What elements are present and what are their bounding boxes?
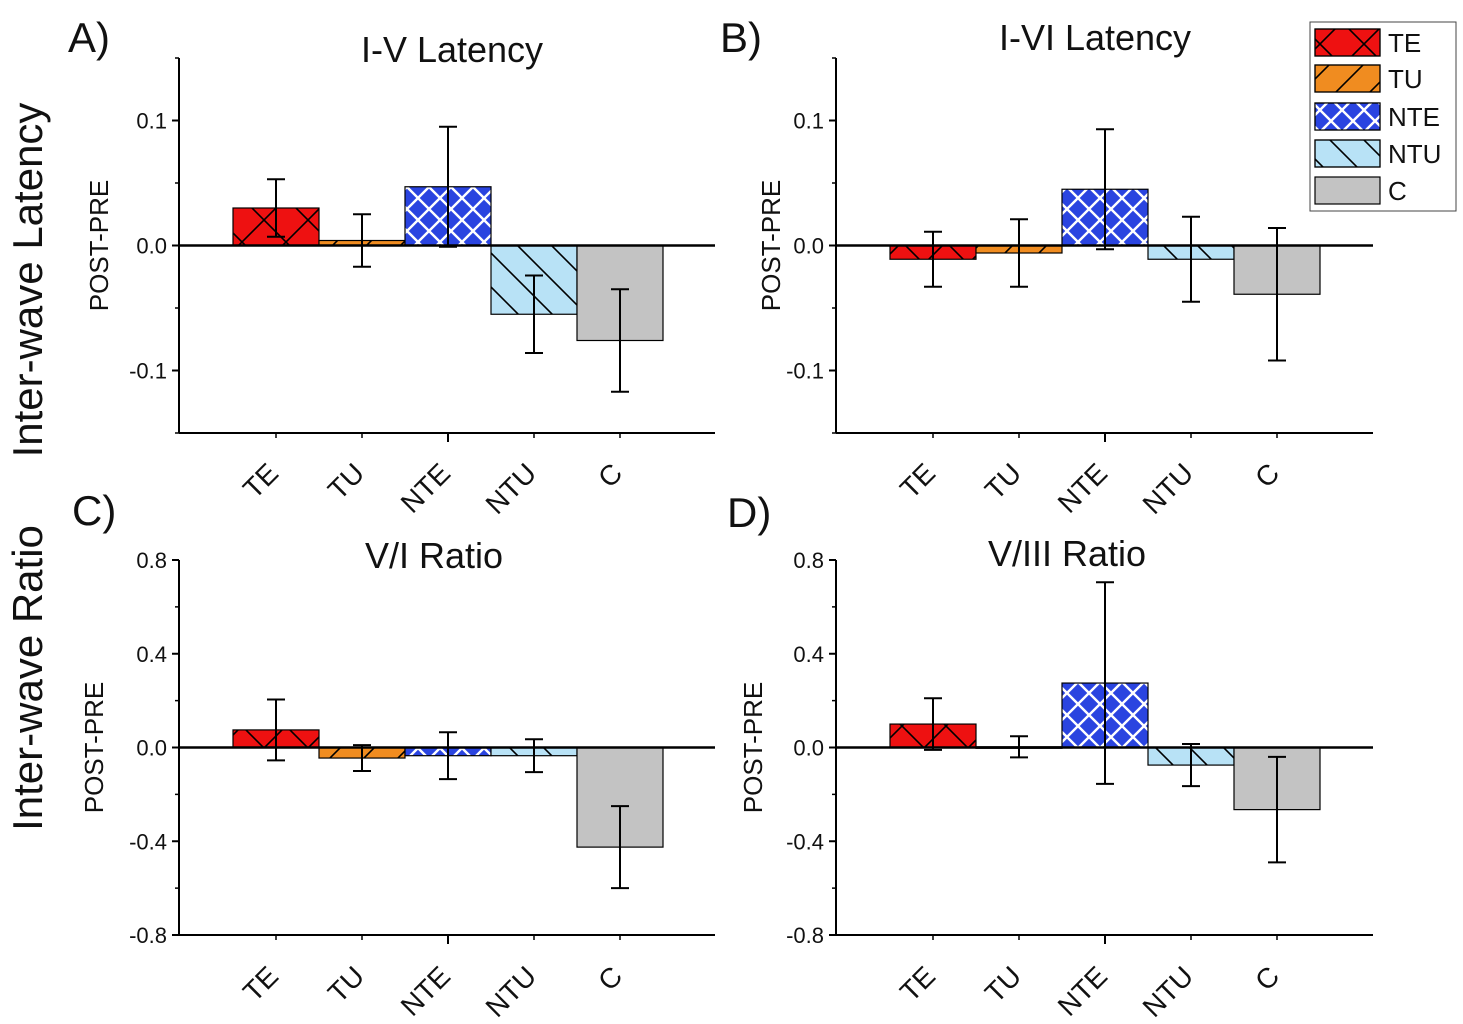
panel-b-ytick-label: 0.0: [793, 234, 824, 259]
legend-item-tu: TU: [1314, 64, 1423, 94]
panel-a-errorbar-tu: [353, 213, 371, 268]
panel-d-ytick-label: 0.4: [793, 642, 824, 667]
panel-a-category-label-nte: NTE: [395, 457, 457, 519]
panel-d-category-label-tu: TU: [979, 960, 1027, 1008]
panel-c-category-label-c: C: [592, 960, 628, 996]
panel-b-category-label-tu: TU: [979, 457, 1027, 505]
panel-d-errorbar-ntu: [1182, 742, 1200, 788]
panel-c-ytick-label: 0.8: [136, 548, 167, 573]
panel-c-ylabel: POST-PRE: [79, 682, 109, 813]
panel-d-errorbar-te: [924, 697, 942, 751]
row-label-top: Inter-wave Latency: [4, 103, 51, 458]
panel-b-category-label-nte: NTE: [1052, 457, 1114, 519]
panel-b-category-label-c: C: [1249, 457, 1285, 493]
panel-d-ytick-label: -0.8: [786, 923, 824, 948]
panel-d-y-ticks: -0.8 -0.4 0.0 0.4 0.8: [786, 548, 836, 948]
legend-item-te: TE: [1314, 28, 1421, 58]
legend-swatch-nte-pattern: [1314, 102, 1381, 131]
legend-label-te: TE: [1388, 28, 1421, 58]
panel-d-errorbar-tu: [1010, 735, 1028, 759]
panel-d: D) V/III Ratio POST-PRE -0.8 -0.4 0.0 0.4 0.8 TE…: [727, 489, 1373, 1023]
panel-a-category-label-tu: TU: [322, 457, 370, 505]
panel-d-category-label-ntu: NTU: [1137, 960, 1200, 1023]
panel-c-errorbar-te: [267, 698, 285, 762]
legend-label-nte: NTE: [1388, 102, 1440, 132]
panel-d-errorbar-c: [1268, 755, 1286, 864]
panel-d-ytick-label: -0.4: [786, 829, 824, 854]
legend-item-ntu: NTU: [1314, 139, 1441, 169]
panel-c-title: V/I Ratio: [365, 535, 503, 576]
panel-c-category-label-ntu: NTU: [480, 960, 543, 1023]
panel-b-label: B): [720, 14, 762, 61]
panel-b-ylabel: POST-PRE: [756, 180, 786, 311]
panel-b-y-ticks: -0.1 0.0 0.1: [786, 57, 836, 434]
panel-c-y-ticks: -0.8 -0.4 0.0 0.4 0.8: [129, 548, 179, 948]
panel-c-errorbar-tu: [353, 744, 371, 772]
panel-b-ytick-label: -0.1: [786, 359, 824, 384]
panel-c-ytick-label: -0.8: [129, 923, 167, 948]
legend-swatch-c: [1314, 176, 1381, 205]
panel-a-title: I-V Latency: [361, 29, 543, 70]
row-label-bottom: Inter-wave Ratio: [4, 525, 51, 831]
panel-b-errorbar-nte: [1096, 128, 1114, 251]
panel-d-category-label-nte: NTE: [1052, 960, 1114, 1022]
panel-c-errorbar-nte: [439, 731, 457, 781]
panel-d-errorbar-nte: [1096, 581, 1114, 785]
panel-d-title: V/III Ratio: [988, 533, 1146, 574]
panel-a-errorbar-te: [267, 178, 285, 238]
panel-c-label: C): [72, 487, 116, 534]
panel-d-label: D): [727, 489, 771, 536]
panel-b-errorbar-te: [924, 230, 942, 288]
panel-b-errorbar-tu: [1010, 218, 1028, 288]
panel-a-y-ticks: -0.1 0.0 0.1: [129, 57, 179, 434]
panel-c-category-label-nte: NTE: [395, 960, 457, 1022]
panel-a-ytick-label: 0.0: [136, 234, 167, 259]
panel-c-errorbar-c: [611, 805, 629, 890]
panel-a-errorbar-nte: [439, 125, 457, 248]
legend-label-c: C: [1388, 176, 1407, 206]
panel-a-category-label-te: TE: [237, 457, 284, 504]
panel-a-category-label-c: C: [592, 457, 628, 493]
legend-item-nte: NTE: [1314, 102, 1440, 132]
panel-a-errorbar-ntu: [525, 274, 543, 354]
panel-b-title: I-VI Latency: [999, 17, 1191, 58]
legend-swatch-tu-pattern: [1314, 64, 1381, 93]
panel-d-ylabel: POST-PRE: [738, 682, 768, 813]
panel-a-ylabel: POST-PRE: [84, 180, 114, 311]
legend-item-c: C: [1314, 176, 1407, 206]
legend-label-ntu: NTU: [1388, 139, 1441, 169]
panel-d-ytick-label: 0.0: [793, 736, 824, 761]
panel-a-errorbar-c: [611, 288, 629, 393]
panel-c-category-label-tu: TU: [322, 960, 370, 1008]
panel-b-errorbar-ntu: [1182, 215, 1200, 303]
panel-a-ytick-label: -0.1: [129, 359, 167, 384]
panel-b-category-label-ntu: NTU: [1137, 457, 1200, 520]
panel-a-ytick-label: 0.1: [136, 109, 167, 134]
panel-b-category-label-te: TE: [894, 457, 941, 504]
panels: A) I-V Latency POST-PRE -0.1 0.0 0.1 TE TU NTE NT…: [68, 14, 1373, 1023]
legend-swatch-te-pattern: [1314, 28, 1381, 57]
panel-a-label: A): [68, 14, 110, 61]
panel-d-category-label-c: C: [1249, 960, 1285, 996]
legend-label-tu: TU: [1388, 64, 1423, 94]
panel-c-category-label-te: TE: [237, 960, 284, 1007]
legend: TE TU NTE NTU C: [1309, 21, 1457, 212]
panel-c: C) V/I Ratio POST-PRE -0.8 -0.4 0.0 0.4 0.8 TE TU…: [72, 487, 715, 1023]
panel-b-ytick-label: 0.1: [793, 109, 824, 134]
panel-c-ytick-label: 0.0: [136, 736, 167, 761]
panel-a-category-label-ntu: NTU: [480, 457, 543, 520]
panel-d-category-label-te: TE: [894, 960, 941, 1007]
panel-b: B) I-VI Latency POST-PRE -0.1 0.0 0.1 TE TU NTE N…: [720, 14, 1373, 520]
panel-c-ytick-label: -0.4: [129, 829, 167, 854]
legend-swatch-ntu-pattern: [1314, 139, 1381, 168]
panel-b-errorbar-c: [1268, 227, 1286, 362]
panel-a: A) I-V Latency POST-PRE -0.1 0.0 0.1 TE TU NTE NT…: [68, 14, 715, 520]
panel-c-errorbar-ntu: [525, 738, 543, 774]
panel-c-ytick-label: 0.4: [136, 642, 167, 667]
panel-d-ytick-label: 0.8: [793, 548, 824, 573]
